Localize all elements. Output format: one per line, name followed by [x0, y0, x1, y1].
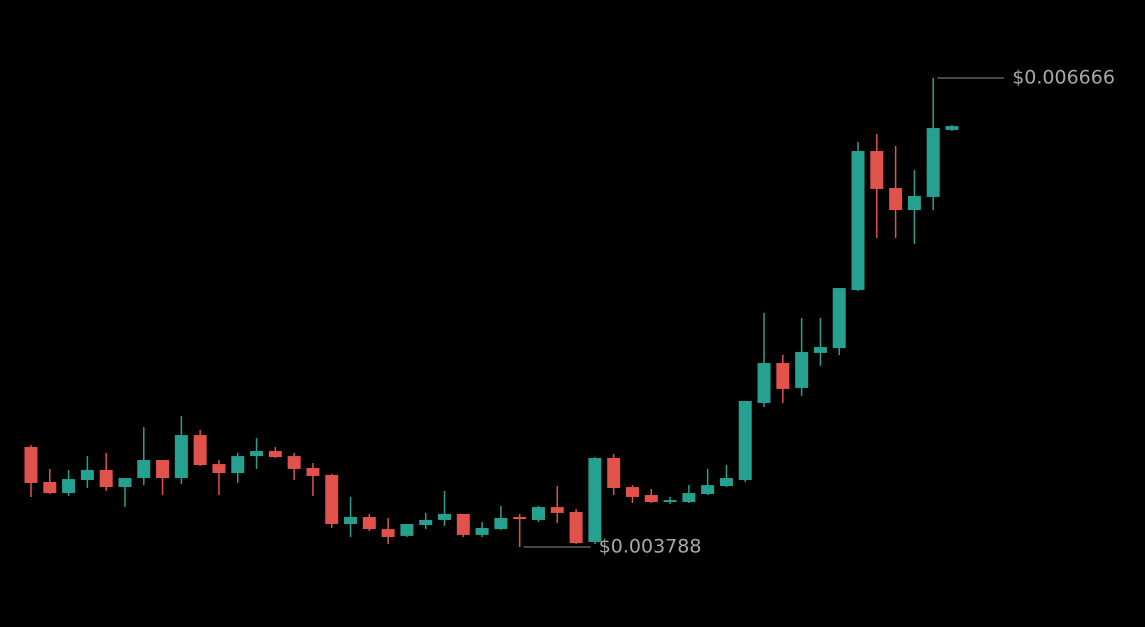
candle-body — [475, 527, 489, 535]
candle-body — [193, 435, 207, 466]
candle-body — [513, 517, 527, 520]
candle-body — [776, 363, 790, 389]
candle-body — [99, 469, 113, 488]
candle-body — [362, 517, 376, 530]
candle-body — [870, 151, 884, 189]
candle-body — [231, 456, 245, 474]
candle-body — [494, 517, 508, 530]
annotation-label: $0.006666 — [1012, 67, 1115, 89]
candle-body — [419, 519, 433, 526]
candle-body — [62, 479, 76, 494]
candle-body — [344, 517, 358, 525]
candle-body — [325, 474, 339, 525]
candle-body — [268, 451, 282, 458]
candle-body — [306, 467, 320, 476]
candle-body — [719, 478, 733, 487]
candle-body — [757, 363, 771, 403]
candle-body — [174, 435, 188, 479]
candle-body — [569, 511, 583, 544]
candle-body — [550, 507, 564, 513]
candle-body — [607, 458, 621, 489]
candle-body — [456, 513, 470, 535]
candle-body — [625, 487, 639, 497]
candle-body — [212, 464, 226, 474]
candle-body — [738, 400, 752, 481]
candle-body — [438, 513, 452, 520]
candle-body — [80, 469, 94, 481]
candle-body — [644, 495, 658, 503]
candle-body — [682, 493, 696, 503]
candle-body — [118, 478, 132, 488]
candle-body — [24, 446, 38, 483]
candle-body — [889, 187, 903, 210]
candle-body — [701, 485, 715, 495]
candle-body — [156, 459, 170, 479]
candle-body — [250, 451, 264, 457]
candle-body — [907, 195, 921, 210]
candle-body — [43, 481, 57, 494]
annotation-label: $0.003788 — [599, 536, 702, 558]
candle-body — [832, 288, 846, 349]
candle-body — [663, 500, 677, 503]
candle-body — [926, 128, 940, 197]
candle-body — [531, 507, 545, 520]
candle-body — [588, 458, 602, 542]
candle-body — [287, 456, 301, 469]
candle-body — [400, 524, 414, 536]
candle-body — [137, 459, 151, 479]
candle-body — [795, 351, 809, 388]
candle-body — [813, 347, 827, 353]
candle-body — [381, 529, 395, 538]
candle-body — [945, 126, 959, 130]
candle-body — [851, 151, 865, 291]
